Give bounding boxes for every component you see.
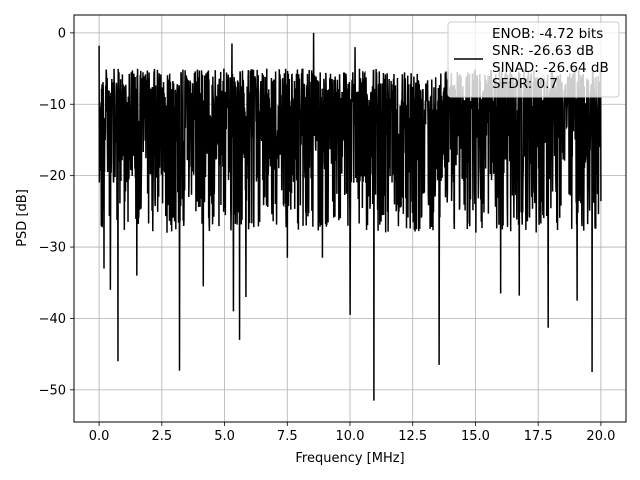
legend: ENOB: -4.72 bits SNR: -26.63 dB SINAD: -… <box>447 21 620 98</box>
x-tick-label: 20.0 <box>586 429 615 444</box>
y-tick-label: −40 <box>39 312 66 327</box>
legend-entry-sfdr: SFDR: 0.7 <box>492 76 558 92</box>
y-tick-label: −20 <box>39 169 66 184</box>
y-tick-label: −50 <box>39 383 66 398</box>
x-tick-label: 17.5 <box>524 429 553 444</box>
y-axis-label: PSD [dB] <box>15 189 30 247</box>
x-tick-label: 10.0 <box>336 429 365 444</box>
y-ticks: 0 −10 −20 −30 −40 −50 <box>39 26 74 398</box>
x-tick-label: 15.0 <box>461 429 490 444</box>
psd-series-line <box>98 32 602 401</box>
y-tick-label: 0 <box>58 26 66 41</box>
x-tick-label: 12.5 <box>398 429 427 444</box>
x-tick-label: 5.0 <box>214 429 235 444</box>
x-axis-label: Frequency [MHz] <box>295 451 404 466</box>
x-tick-label: 7.5 <box>277 429 298 444</box>
legend-box <box>447 21 620 98</box>
series-layer <box>98 32 602 401</box>
legend-entry-sinad: SINAD: -26.64 dB <box>492 60 609 76</box>
x-tick-label: 0.0 <box>89 429 110 444</box>
x-ticks: 0.0 2.5 5.0 7.5 10.0 12.5 15.0 17.5 20.0 <box>89 422 615 444</box>
legend-entry-enob: ENOB: -4.72 bits <box>492 26 603 42</box>
y-tick-label: −10 <box>39 98 66 113</box>
y-tick-label: −30 <box>39 241 66 256</box>
legend-entry-snr: SNR: -26.63 dB <box>492 43 594 59</box>
x-tick-label: 2.5 <box>151 429 172 444</box>
